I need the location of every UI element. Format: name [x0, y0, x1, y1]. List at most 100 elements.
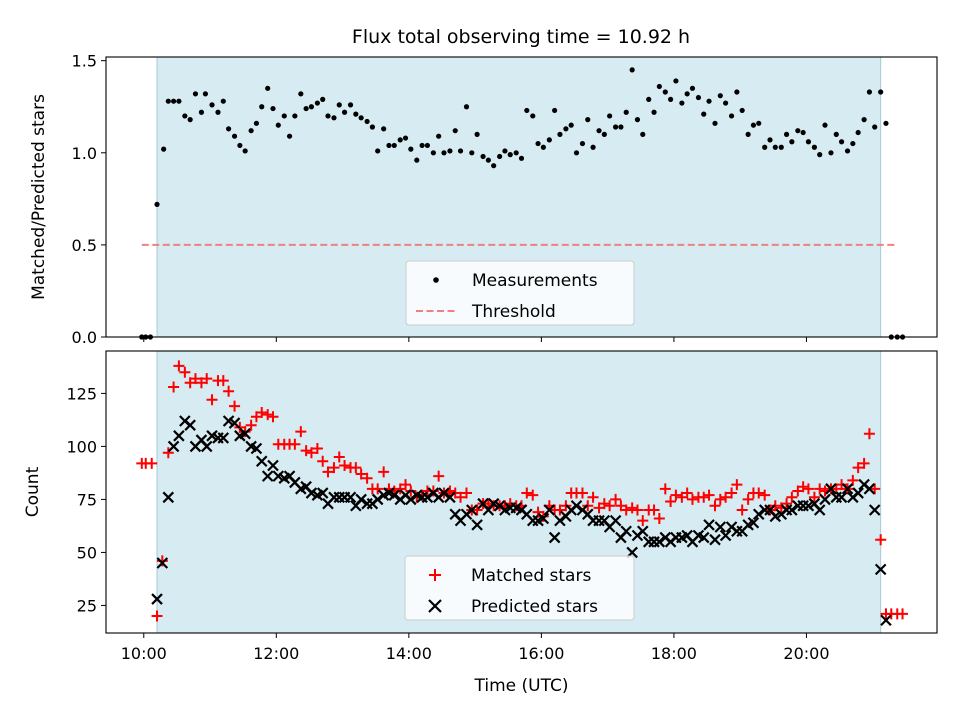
bottom-axes: 25 50 75 100 125 10:00 12:00 14:00 16:00 18:00 20:…	[23, 350, 938, 696]
matched-star-point	[455, 491, 467, 503]
measurement-point	[441, 150, 447, 156]
measurement-point	[452, 128, 458, 134]
predicted-star-point	[162, 491, 175, 504]
measurement-point	[391, 142, 397, 149]
measurement-point	[789, 139, 795, 145]
measurement-point	[646, 96, 652, 102]
predicted-star-point	[874, 563, 887, 576]
predicted-star-point	[543, 504, 556, 516]
matched-star-point	[173, 360, 185, 372]
measurement-point	[270, 105, 276, 112]
measurement-point	[298, 91, 304, 97]
matched-star-point	[471, 504, 483, 516]
measurement-point	[717, 93, 723, 99]
measurement-point	[336, 102, 342, 108]
predicted-star-point	[444, 491, 456, 504]
y-tick-label: 75	[77, 490, 97, 509]
measurement-point	[838, 139, 845, 145]
measurement-point	[502, 148, 508, 154]
measurement-point	[673, 78, 679, 84]
matched-star-point	[742, 493, 754, 505]
predicted-star-point	[841, 483, 854, 495]
matched-star-point	[703, 489, 715, 501]
matched-star-point	[482, 498, 494, 510]
predicted-star-point	[819, 493, 831, 506]
predicted-star-point	[825, 483, 837, 495]
measurement-point	[817, 152, 823, 158]
measurement-point	[225, 126, 232, 132]
matched-star-point	[350, 462, 362, 474]
predicted-star-point	[868, 504, 881, 516]
measurement-point	[712, 120, 718, 126]
measurement-point	[507, 152, 513, 158]
measurement-point	[331, 115, 337, 121]
matched-star-point	[554, 504, 566, 516]
matched-star-point	[648, 504, 660, 516]
matched-star-point	[245, 419, 257, 431]
matched-star-point	[295, 426, 307, 438]
measurement-point	[513, 150, 519, 156]
legend-label: Threshold	[471, 302, 556, 322]
measurement-point	[679, 100, 685, 106]
matched-star-point	[736, 504, 748, 516]
matched-star-point	[378, 466, 390, 478]
measurement-point	[286, 133, 293, 139]
measurement-point	[497, 153, 503, 160]
x-tick-label: 20:00	[783, 644, 829, 663]
measurement-point	[231, 133, 238, 139]
y-tick-label: 1.5	[72, 52, 97, 71]
predicted-star-point	[653, 536, 666, 548]
matched-star-point	[604, 500, 616, 512]
y-axis-label: Matched/Predicted stars	[29, 94, 49, 300]
predicted-star-point	[371, 493, 384, 506]
predicted-star-point	[880, 614, 892, 627]
measurement-point	[668, 96, 674, 102]
measurement-point	[320, 96, 326, 102]
measurement-point	[695, 94, 702, 101]
measurement-point	[762, 144, 768, 150]
measurement-point	[585, 117, 591, 123]
measurement-point	[883, 120, 889, 126]
matched-star-point	[527, 489, 539, 501]
measurement-point	[535, 140, 541, 147]
measurement-point	[613, 124, 619, 130]
measurement-point	[783, 131, 790, 137]
legend-marker-plus	[429, 569, 441, 581]
matched-star-point	[852, 462, 864, 474]
matched-star-point	[753, 487, 765, 499]
measurement-point	[259, 104, 265, 110]
matched-star-point	[665, 496, 677, 508]
x-tick-label: 18:00	[651, 644, 697, 663]
predicted-star-point	[719, 529, 732, 542]
matched-star-point	[698, 491, 710, 503]
matched-star-point	[355, 468, 367, 480]
predicted-star-point	[388, 489, 401, 501]
measurement-point	[457, 148, 464, 154]
y-tick-label: 0.5	[72, 236, 97, 255]
legend-marker-dot	[433, 277, 439, 283]
predicted-star-point	[852, 487, 864, 499]
measurement-point	[651, 109, 657, 115]
x-axis-label: Time (UTC)	[474, 676, 569, 696]
measurement-point	[689, 85, 696, 91]
matched-star-point	[670, 489, 682, 501]
measurement-point	[662, 89, 668, 95]
predicted-star-point	[714, 521, 727, 533]
measurement-point	[563, 126, 569, 132]
measurement-point	[341, 109, 348, 115]
matched-star-point	[786, 491, 798, 503]
predicted-star-point	[156, 557, 169, 569]
measurement-point	[684, 91, 690, 97]
measurement-point	[822, 122, 828, 128]
measurement-point	[308, 104, 315, 110]
matched-star-point	[189, 373, 201, 385]
measurement-point	[474, 131, 480, 137]
predicted-star-point	[438, 487, 450, 499]
top-panel: 0.0 0.5 1.0 1.5 Matched/Predicted stars Meas…	[29, 52, 938, 347]
y-axis-label: Count	[23, 466, 43, 517]
measurement-point	[170, 98, 177, 104]
measurement-point	[568, 122, 574, 128]
matched-star-point	[610, 493, 622, 505]
predicted-star-point	[709, 533, 721, 546]
